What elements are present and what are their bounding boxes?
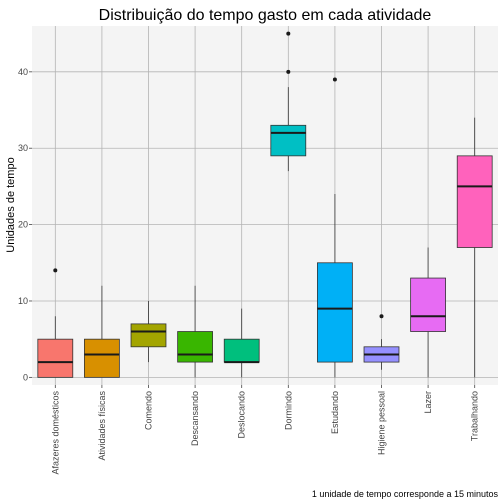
box-2 xyxy=(84,285,120,378)
x-tick-label: Afazeres domésticos xyxy=(50,391,60,475)
box-9 xyxy=(410,247,446,378)
box-body xyxy=(84,338,120,378)
box-body xyxy=(177,331,213,363)
x-tick-label: Higiene pessoal xyxy=(377,391,387,455)
y-tick-label: 20 xyxy=(18,220,28,230)
y-tick-label: 10 xyxy=(18,296,28,306)
box-layer xyxy=(37,31,493,378)
chart-caption: 1 unidade de tempo corresponde a 15 minu… xyxy=(312,489,499,499)
box-8 xyxy=(363,314,400,370)
box-1 xyxy=(37,268,74,378)
outlier-point xyxy=(379,314,384,319)
x-axis: Afazeres domésticos Atividades físicas Com… xyxy=(50,385,480,475)
box-3 xyxy=(130,300,167,363)
box-body xyxy=(317,262,353,363)
y-axis: 0 10 20 30 40 xyxy=(18,67,32,382)
x-tick-label: Descansando xyxy=(190,391,200,446)
box-body xyxy=(270,124,307,157)
box-7 xyxy=(317,77,353,378)
box-5 xyxy=(223,308,260,378)
outlier-point xyxy=(286,31,291,36)
outlier-point xyxy=(286,69,291,74)
box-body xyxy=(456,155,493,248)
box-body xyxy=(410,277,446,332)
x-tick-label: Estudando xyxy=(330,391,340,434)
y-tick-label: 0 xyxy=(23,372,28,382)
x-tick-label: Deslocando xyxy=(237,391,247,439)
x-tick-label: Comendo xyxy=(144,391,154,430)
x-tick-label: Atividades físicas xyxy=(97,391,107,461)
x-tick-label: Dormindo xyxy=(283,391,293,430)
y-tick-label: 30 xyxy=(18,143,28,153)
chart-title: Distribuição do tempo gasto em cada ativ… xyxy=(99,7,432,24)
outlier-point xyxy=(332,77,337,82)
box-10 xyxy=(456,117,493,378)
x-tick-label: Lazer xyxy=(423,391,433,414)
y-axis-label: Unidades de tempo xyxy=(5,157,17,252)
box-4 xyxy=(177,285,213,378)
x-tick-label: Trabalhando xyxy=(470,391,480,441)
box-6 xyxy=(270,31,307,172)
box-body xyxy=(130,323,167,348)
box-body xyxy=(37,338,74,378)
outlier-point xyxy=(53,268,58,273)
box-body xyxy=(223,338,260,363)
y-tick-label: 40 xyxy=(18,67,28,77)
